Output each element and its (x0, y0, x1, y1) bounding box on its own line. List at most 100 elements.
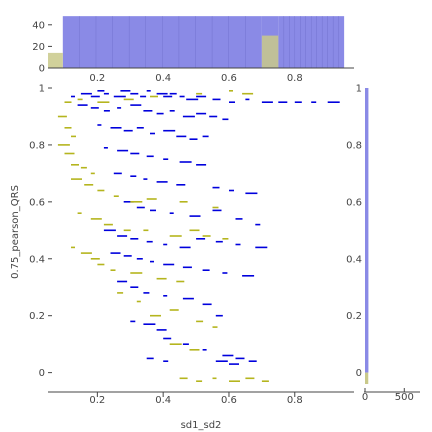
x-tick-label: 0.2 (89, 395, 105, 406)
scatter-point (163, 295, 168, 297)
top-histogram-axis: 0 20 40 0.2 0.4 0.6 0.8 (32, 20, 354, 84)
scatter-point (136, 258, 143, 260)
top-histogram-bar (261, 35, 279, 68)
scatter-point (189, 215, 201, 217)
right-histogram-y-tick-label: 0.8 (346, 140, 362, 151)
scatter-point (113, 195, 119, 197)
scatter-point (130, 286, 139, 288)
scatter-point (90, 258, 100, 260)
scatter-point (150, 132, 155, 135)
y-tick-label: 0.8 (29, 140, 45, 151)
top-histogram-x-tick-label: 0.4 (155, 73, 171, 84)
scatter-point (103, 223, 113, 226)
scatter-point (136, 206, 145, 209)
scatter-point (71, 135, 76, 138)
scatter-point (261, 101, 273, 103)
scatter-point (311, 101, 317, 103)
scatter-point (212, 98, 221, 101)
scatter-point (123, 229, 131, 232)
scatter-point (80, 166, 87, 169)
x-axis-title: sd1_sd2 (181, 420, 222, 431)
x-tick-label: 0.6 (221, 395, 237, 406)
scatter-point (179, 246, 191, 249)
right-histogram-y-tick-label: 0.2 (346, 311, 362, 322)
scatter-point (212, 206, 219, 209)
top-histogram-y-tick-label: 40 (32, 20, 45, 31)
scatter-point (57, 144, 70, 146)
scatter-point (140, 95, 147, 98)
scatter-point (71, 178, 82, 180)
y-tick-label: 0.6 (29, 197, 45, 208)
scatter-point (169, 110, 175, 112)
scatter-point (64, 152, 75, 155)
scatter-point (202, 349, 207, 351)
y-tick-label: 0.2 (29, 311, 45, 322)
scatter-point (90, 218, 102, 220)
scatter-point (163, 129, 176, 132)
scatter-point (202, 235, 211, 237)
scatter-point (156, 92, 168, 95)
scatter-point (182, 343, 189, 345)
scatter-point (196, 320, 204, 323)
right-histogram-x-tick-label: 0 (362, 392, 368, 403)
top-histogram-y-tick-label: 20 (32, 42, 45, 53)
scatter-point (156, 329, 167, 331)
scatter-point (196, 238, 206, 240)
scatter-point (229, 90, 233, 92)
scatter-point (110, 127, 122, 129)
scatter-point (186, 98, 199, 101)
scatter-point (215, 360, 228, 362)
scatter-point (242, 92, 254, 95)
scatter-point (143, 178, 148, 180)
scatter-point (245, 192, 258, 195)
scatter-point (130, 238, 139, 240)
right-histogram-y-tick-label: 0.6 (346, 197, 362, 208)
scatter-point (222, 272, 228, 274)
scatter-point (245, 377, 255, 380)
scatter-point (278, 101, 288, 103)
scatter-point (235, 218, 243, 220)
scatter-point (189, 229, 200, 232)
scatter-point (150, 209, 156, 212)
scatter-point (97, 101, 110, 103)
scatter-point (169, 235, 182, 237)
scatter-point (64, 101, 72, 103)
scatter-point (130, 175, 137, 177)
scatter-point (71, 164, 79, 166)
scatter-point (245, 98, 250, 101)
scatter-point (169, 92, 177, 95)
scatter-point (150, 314, 161, 317)
scatter-point (179, 161, 192, 163)
top-histogram (48, 16, 345, 68)
scatter-point (120, 90, 131, 92)
scatter-point (123, 129, 133, 132)
scatter-point (97, 124, 102, 126)
scatter-point (143, 229, 149, 232)
scatter-point (242, 275, 255, 277)
scatter-point (84, 184, 94, 186)
right-histogram-y-tick-label: 0.4 (346, 254, 362, 265)
x-tick-label: 0.8 (287, 395, 303, 406)
scatter-point (146, 155, 154, 158)
scatter-point (163, 360, 169, 362)
scatter-point (215, 240, 223, 243)
scatter-point (103, 110, 110, 112)
top-histogram-x-tick-label: 0.8 (287, 73, 303, 84)
scatter-point (71, 246, 75, 249)
scatter-point (196, 164, 207, 166)
scatter-point (176, 184, 186, 186)
scatter-point (117, 149, 129, 152)
scatter-point (163, 95, 173, 98)
right-histogram-bar (365, 372, 369, 384)
scatter-point (117, 280, 128, 283)
scatter-point (248, 360, 257, 362)
scatter-point (130, 92, 139, 95)
scatter-point (182, 266, 192, 269)
scatter-point (103, 92, 109, 95)
x-tick-label: 0.4 (155, 395, 171, 406)
scatter-point (294, 101, 302, 103)
scatter-point (97, 189, 105, 192)
scatter-point (123, 255, 132, 257)
top-histogram-y-tick-label: 0 (39, 64, 45, 75)
scatter-point (202, 303, 212, 306)
